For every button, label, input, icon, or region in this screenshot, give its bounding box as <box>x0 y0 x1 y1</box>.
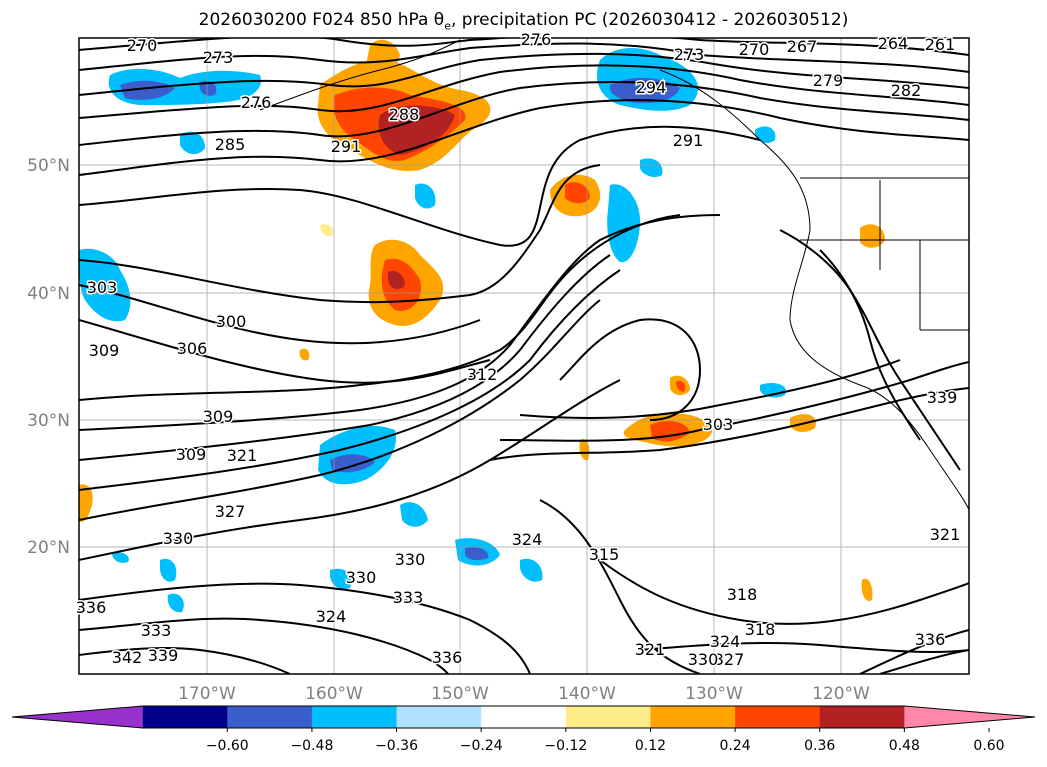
contour-label: 288 <box>389 105 420 124</box>
y-axis-ticks: 20°N 30°N 40°N 50°N <box>27 156 70 558</box>
colorbar-tick-label: 0.48 <box>889 738 920 754</box>
contour-label: 324 <box>710 632 741 651</box>
contour-label: 279 <box>813 71 844 90</box>
contour-label: 318 <box>727 585 758 604</box>
contour-label: 303 <box>87 278 118 297</box>
colorbar-tick-label: −0.48 <box>290 738 333 754</box>
y-tick-label: 30°N <box>27 411 70 431</box>
contour-label: 261 <box>925 35 956 54</box>
x-tick-label: 140°W <box>558 684 616 704</box>
colorbar-segment <box>396 706 482 728</box>
x-tick-label: 160°W <box>305 684 363 704</box>
y-tick-label: 20°N <box>27 538 70 558</box>
coastlines <box>259 39 969 511</box>
colorbar-tick-label: −0.60 <box>206 738 249 754</box>
colorbar-tick-label: 0.36 <box>804 738 835 754</box>
contour-label: 285 <box>215 135 246 154</box>
contour-label: 330 <box>163 529 194 548</box>
contour-label: 282 <box>891 81 922 100</box>
contour-label: 312 <box>467 365 498 384</box>
colorbar-segment <box>481 706 567 728</box>
contour-label: 336 <box>432 648 463 667</box>
contour-label: 309 <box>176 445 207 464</box>
colorbar-segment <box>650 706 736 728</box>
contour-label: 267 <box>787 37 818 56</box>
colorbar-segment <box>565 706 651 728</box>
contour-label: 315 <box>589 545 620 564</box>
x-tick-label: 170°W <box>178 684 236 704</box>
contour-label: 342 <box>112 648 143 667</box>
contour-label: 330 <box>688 650 719 669</box>
colorbar-segment <box>819 706 905 728</box>
contour-label: 336 <box>76 598 107 617</box>
x-tick-label: 120°W <box>812 684 870 704</box>
colorbar-tick-label: −0.36 <box>375 738 418 754</box>
colorbar-extension-low <box>12 706 143 728</box>
colorbar-segment <box>142 706 228 728</box>
contour-label: 321 <box>227 446 258 465</box>
colorbar-segment <box>227 706 313 728</box>
colorbar-tick-label: 0.12 <box>635 738 666 754</box>
contour-label: 291 <box>673 131 704 150</box>
contour-label: 309 <box>89 341 120 360</box>
contour-label: 333 <box>141 621 172 640</box>
contour-label: 273 <box>674 45 705 64</box>
contour-label: 276 <box>241 93 272 112</box>
x-tick-label: 130°W <box>685 684 743 704</box>
contour-labels: 270 273 276 285 291 288 276 273 270 267 264 261 279 2… <box>74 29 962 671</box>
contour-label: 294 <box>636 78 667 97</box>
y-tick-label: 40°N <box>27 284 70 304</box>
colorbar-tick-label: −0.12 <box>544 738 587 754</box>
contour-label: 321 <box>635 640 666 659</box>
colorbar-tick-label: 0.24 <box>720 738 751 754</box>
contour-label: 276 <box>521 30 552 49</box>
contour-label: 300 <box>216 312 247 331</box>
contour-lines <box>79 38 969 674</box>
contour-label: 306 <box>177 339 208 358</box>
colorbar-outline <box>11 705 1036 729</box>
contour-label: 264 <box>878 34 909 53</box>
contour-label: 327 <box>215 502 246 521</box>
contour-label: 330 <box>395 550 426 569</box>
contour-label: 324 <box>512 530 543 549</box>
contour-label: 273 <box>203 48 234 67</box>
colorbar-segment <box>311 706 398 728</box>
chart-title: 2026030200 F024 850 hPa θe, precipitatio… <box>198 10 849 33</box>
contour-label: 336 <box>915 630 946 649</box>
colorbar: −0.60 −0.48 −0.36 −0.24 −0.12 0.12 0.24 0.36 0.4… <box>11 705 1036 754</box>
contour-label: 321 <box>930 525 961 544</box>
map-frame <box>78 37 970 675</box>
contour-label: 309 <box>203 407 234 426</box>
colorbar-extension-high <box>904 706 1035 728</box>
contour-label: 339 <box>927 388 958 407</box>
colorbar-tick-label: 0.60 <box>973 738 1004 754</box>
contour-label: 324 <box>316 607 347 626</box>
contour-label: 339 <box>148 646 179 665</box>
contour-label: 270 <box>127 36 158 55</box>
x-tick-label: 150°W <box>431 684 489 704</box>
colorbar-tick-label: −0.24 <box>460 738 503 754</box>
contour-label: 291 <box>331 137 362 156</box>
contour-label: 270 <box>739 40 770 59</box>
colorbar-segment <box>735 706 821 728</box>
contour-label: 318 <box>745 620 776 639</box>
map-background <box>79 38 969 674</box>
contour-label: 327 <box>714 650 745 669</box>
contour-label: 333 <box>393 588 424 607</box>
x-axis-ticks: 170°W 160°W 150°W 140°W 130°W 120°W <box>178 684 870 704</box>
y-tick-label: 50°N <box>27 156 70 176</box>
contour-label: 303 <box>703 415 734 434</box>
contour-label: 330 <box>346 568 377 587</box>
